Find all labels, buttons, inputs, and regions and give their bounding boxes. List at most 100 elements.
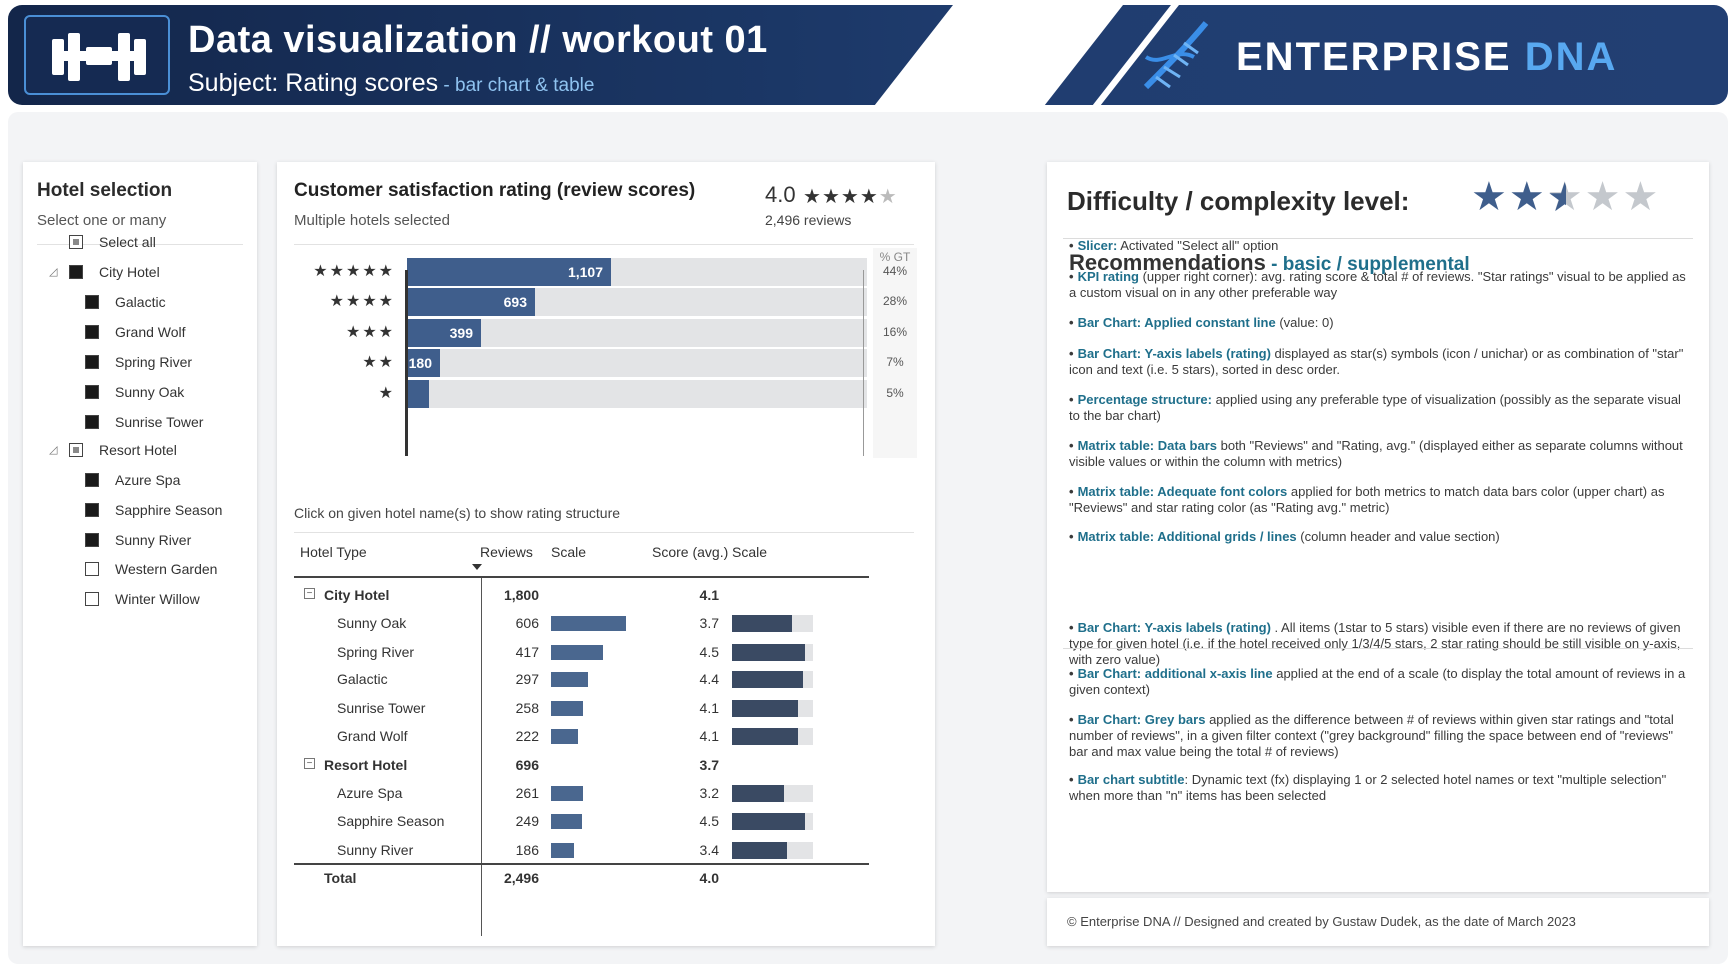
page-subtitle: Subject: Rating scores - bar chart & tab… (188, 69, 594, 98)
score-value: 4.4 (699, 671, 719, 687)
bar[interactable] (407, 258, 611, 286)
slicer-item[interactable]: Azure Spa (85, 470, 180, 490)
slicer-item[interactable]: Spring River (85, 352, 192, 372)
collapse-icon[interactable]: − (304, 588, 315, 599)
bar-row[interactable]: ★★★★★ 1,107 44% (277, 258, 935, 286)
subtitle-main: Subject: Rating scores (188, 69, 439, 97)
col-header-scale-2[interactable]: Scale (732, 544, 768, 560)
hotel-name[interactable]: Grand Wolf (337, 728, 408, 744)
checkbox[interactable] (85, 473, 99, 487)
slicer-item[interactable]: ◿ Resort Hotel (49, 440, 177, 460)
rec-basic-label: basic (1282, 254, 1332, 275)
expand-icon[interactable]: ◿ (49, 266, 58, 278)
checkbox[interactable] (85, 592, 99, 606)
bar[interactable] (407, 319, 481, 347)
score-data-bar (732, 842, 787, 859)
checkbox[interactable] (69, 265, 83, 279)
table-row[interactable]: Sunny River 186 3.4 (294, 837, 869, 863)
table-row[interactable]: Sapphire Season 249 4.5 (294, 808, 869, 834)
table-row[interactable]: Spring River 417 4.5 (294, 639, 869, 665)
reviews-data-bar (551, 814, 582, 829)
slicer-item[interactable]: Winter Willow (85, 589, 200, 609)
recommendation-text: (upper right corner): avg. rating score … (1069, 269, 1686, 300)
score-value: 4.1 (699, 728, 719, 744)
recommendation-key: Bar chart subtitle (1077, 772, 1185, 787)
matrix-group-row[interactable]: − City Hotel 1,800 4.1 (294, 582, 869, 608)
table-row[interactable]: Sunrise Tower 258 4.1 (294, 695, 869, 721)
slicer-item[interactable]: Grand Wolf (85, 322, 186, 342)
bullet-icon: • (1069, 438, 1074, 453)
slicer-item[interactable]: Sunny Oak (85, 382, 184, 402)
pct-gt-header: % GT (879, 250, 911, 264)
collapse-icon[interactable]: − (304, 758, 315, 769)
checkbox[interactable] (85, 533, 99, 547)
table-row[interactable]: Azure Spa 261 3.2 (294, 780, 869, 806)
hotel-name[interactable]: Sunny Oak (337, 615, 407, 631)
table-row[interactable]: Galactic 297 4.4 (294, 666, 869, 692)
bullet-icon: • (1069, 269, 1074, 284)
bar[interactable] (407, 380, 429, 408)
recommendation-text: both "Reviews" and "Rating, avg." (displ… (1069, 438, 1683, 469)
recommendation-text: Activated "Select all" option (1117, 238, 1279, 253)
col-header-type[interactable]: Hotel Type (300, 544, 367, 560)
matrix-header-line (294, 576, 869, 578)
matrix-grid-line (481, 578, 482, 936)
checkbox[interactable] (85, 503, 99, 517)
bar-row[interactable]: ★★★ 399 16% (277, 319, 935, 347)
hotel-name[interactable]: Resort Hotel (324, 757, 408, 773)
checkbox[interactable] (85, 562, 99, 576)
checkbox[interactable] (69, 443, 83, 457)
hotel-name[interactable]: City Hotel (324, 587, 390, 603)
bar-value-label: 1,107 (567, 264, 603, 280)
dna-icon (1143, 21, 1209, 90)
sort-desc-icon[interactable] (472, 564, 482, 570)
rating-panel: Customer satisfaction rating (review sco… (277, 162, 935, 946)
hotel-name[interactable]: Galactic (337, 671, 388, 687)
bar-row[interactable]: ★ 5% (277, 380, 935, 408)
table-row[interactable]: Sunny Oak 606 3.7 (294, 610, 869, 636)
slicer-item[interactable]: ◿ City Hotel (49, 262, 160, 282)
slicer-item[interactable]: Western Garden (85, 559, 217, 579)
checkbox[interactable] (85, 385, 99, 399)
recommendation-text: . All items (1star to 5 stars) visible e… (1069, 620, 1681, 667)
bar-row[interactable]: ★★ 180 7% (277, 349, 935, 377)
star-icon: ★ (1622, 175, 1661, 219)
slicer-item[interactable]: Select all (69, 232, 156, 252)
hotel-name[interactable]: Spring River (337, 644, 415, 660)
bar[interactable] (407, 288, 535, 316)
expand-icon[interactable]: ◿ (49, 444, 58, 456)
col-header-scale[interactable]: Scale (551, 544, 587, 560)
hotel-slicer: Hotel selection Select one or many Selec… (23, 162, 257, 946)
bullet-icon: • (1069, 712, 1074, 727)
slicer-item[interactable]: Sapphire Season (85, 500, 222, 520)
hotel-name[interactable]: Sunrise Tower (337, 700, 426, 716)
matrix-group-row[interactable]: − Resort Hotel 696 3.7 (294, 752, 869, 778)
checkbox[interactable] (69, 235, 83, 249)
hotel-name[interactable]: Azure Spa (337, 785, 403, 801)
slicer-title: Hotel selection (37, 180, 173, 201)
checkbox[interactable] (85, 355, 99, 369)
score-data-bar (732, 615, 792, 632)
star-icon: ★ (1547, 175, 1585, 219)
table-row[interactable]: Grand Wolf 222 4.1 (294, 723, 869, 749)
slicer-item[interactable]: Sunrise Tower (85, 412, 203, 432)
bar[interactable] (407, 349, 440, 377)
checkbox[interactable] (85, 325, 99, 339)
hotel-name[interactable]: Sapphire Season (337, 813, 445, 829)
hotel-name[interactable]: Sunny River (337, 842, 414, 858)
slicer-item[interactable]: Sunny River (85, 530, 191, 550)
star-icon: ★ (878, 186, 898, 208)
bar-row[interactable]: ★★★★ 693 28% (277, 288, 935, 316)
bullet-icon: • (1069, 529, 1074, 544)
checkbox[interactable] (85, 295, 99, 309)
col-header-reviews[interactable]: Reviews (480, 544, 533, 560)
reviews-value: 696 (515, 757, 539, 773)
reviews-value: 258 (515, 700, 539, 716)
checkbox[interactable] (85, 415, 99, 429)
col-header-score[interactable]: Score (avg.) (652, 544, 729, 560)
slicer-item[interactable]: Galactic (85, 292, 166, 312)
star-rating-label: ★★★ (345, 324, 395, 341)
footer: © Enterprise DNA // Designed and created… (1047, 898, 1709, 946)
chart-title: Customer satisfaction rating (review sco… (294, 180, 696, 201)
bullet-icon: • (1069, 238, 1074, 253)
